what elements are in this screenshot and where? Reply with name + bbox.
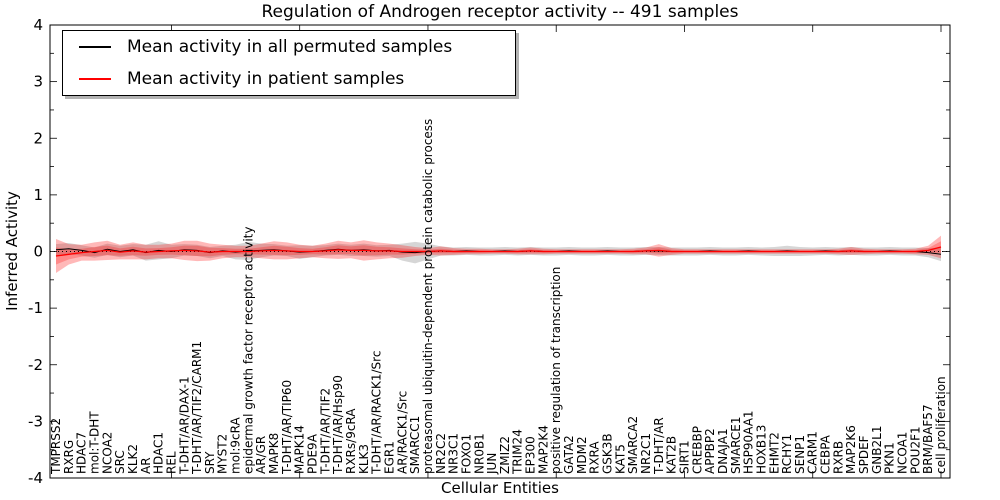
x-tick-label: MAP2K4: [536, 425, 550, 474]
x-tick-label: CARM1: [806, 431, 820, 474]
patient-mean-line: [55, 246, 942, 257]
x-tick-label: T-DHT/AR/TIF2: [318, 388, 332, 475]
x-tick-label: T-DHT/AR/DAX-1: [177, 376, 191, 475]
x-tick-label: HDAC1: [152, 432, 166, 474]
y-axis-label: Inferred Activity: [3, 191, 21, 311]
x-tick-label: HOXB13: [754, 425, 768, 474]
legend-label-patient: Mean activity in patient samples: [127, 69, 405, 89]
x-tick-label: RXRB: [831, 441, 845, 474]
x-tick-label: PKN1: [883, 442, 897, 474]
x-tick-label: REL: [164, 451, 178, 474]
y-tick-label: -4: [28, 469, 43, 487]
x-tick-label: AR/GR: [254, 436, 268, 474]
legend-item-patient: Mean activity in patient samples: [63, 69, 515, 89]
x-tick-label: MDM2: [575, 436, 589, 474]
x-tick-label: EHMT2: [767, 432, 781, 474]
x-tick-label: SIRT1: [678, 440, 692, 474]
y-tick-label: 2: [33, 129, 43, 147]
x-tick-label: APPBP2: [703, 428, 717, 474]
plot-series-group: [50, 235, 950, 273]
x-tick-label: GNB2L1: [870, 426, 884, 474]
x-tick-label: epidermal growth factor receptor activit…: [241, 227, 255, 474]
x-tick-label: TMPRSS2: [49, 418, 63, 475]
x-tick-label: KAT2B: [665, 436, 679, 474]
patient-band-inner: [56, 241, 941, 265]
x-axis-label: Cellular Entities: [441, 479, 559, 497]
x-tick-label: RCHY1: [780, 434, 794, 474]
tick-marks: [50, 24, 950, 479]
x-tick-label: BRM/BAF57: [921, 404, 935, 474]
x-tick-label: mol:9cRA: [229, 417, 243, 474]
y-tick-label: 0: [33, 243, 43, 261]
x-tick-label: T-DHT/AR: [652, 417, 666, 475]
x-tick-label: GSK3B: [601, 433, 615, 474]
x-tick-label: ZMIZ2: [498, 436, 512, 474]
x-tick-label: RXRs/9cRA: [344, 408, 358, 474]
x-tick-label: RXRA: [588, 441, 602, 474]
x-tick-label: FOXO1: [459, 434, 473, 474]
legend: Mean activity in all permuted samples Me…: [62, 30, 516, 96]
x-tick-label: HDAC7: [75, 432, 89, 474]
legend-line-permuted-icon: [79, 46, 111, 48]
x-tick-label: TRIM24: [511, 429, 525, 475]
x-tick-label: NR3C1: [447, 433, 461, 474]
x-tick-label: SPDEF: [857, 435, 871, 474]
x-tick-label: KLK3: [357, 444, 371, 474]
x-tick-label: JUN: [485, 453, 499, 475]
x-tick-label: SRC: [113, 450, 127, 474]
x-tick-label: EP300: [524, 436, 538, 474]
x-tick-label: DNAJA1: [716, 428, 730, 474]
x-tick-label: NR2C1: [639, 433, 653, 474]
x-tick-label: CREBBP: [690, 426, 704, 474]
x-tick-label: T-DHT/AR/RACK1/Src: [370, 351, 384, 475]
x-tick-label: mol:T-DHT: [88, 411, 102, 474]
x-tick-label: SMARCE1: [729, 416, 743, 474]
x-tick-label: NCOA1: [896, 432, 910, 474]
legend-label-permuted: Mean activity in all permuted samples: [127, 37, 453, 57]
x-tick-label: cell proliferation: [934, 376, 948, 474]
x-tick-label: RXRG: [62, 440, 76, 474]
x-tick-label: NR0B1: [472, 433, 486, 474]
legend-line-patient-icon: [79, 78, 111, 80]
x-tick-label: SENP1: [793, 435, 807, 474]
x-tick-label: NR2C2: [434, 433, 448, 474]
x-tick-label: POU2F1: [908, 426, 922, 474]
x-tick-label: AR/RACK1/Src: [395, 391, 409, 474]
x-tick-label: EGR1: [383, 441, 397, 474]
x-tick-label: HSP90AA1: [742, 410, 756, 474]
y-tick-label: 1: [33, 186, 43, 204]
permuted-band: [56, 241, 941, 264]
x-tick-label: KAT5: [613, 444, 627, 474]
x-tick-label: SMARCC1: [408, 416, 422, 474]
x-tick-label: PDE9A: [306, 433, 320, 474]
x-tick-label: SMARCA2: [626, 416, 640, 474]
y-tick-label: 3: [33, 73, 43, 91]
x-tick-label: T-DHT/AR/TIF2/CARM1: [190, 341, 204, 475]
y-tick-label: 4: [33, 16, 43, 34]
x-tick-label: MAPK14: [293, 425, 307, 474]
x-tick-label: proteasomal ubiquitin-dependent protein …: [421, 119, 435, 474]
x-tick-label: MAP2K6: [844, 425, 858, 474]
x-tick-label: T-DHT/AR/Hsp90: [331, 375, 345, 475]
x-tick-label: T-DHT/AR/TIP60: [280, 380, 294, 475]
x-tick-label: MYST2: [216, 434, 230, 474]
x-tick-label: CEBPA: [819, 434, 833, 474]
x-tick-label: GATA2: [562, 435, 576, 474]
x-tick-label: NCOA2: [100, 432, 114, 474]
chart-title: Regulation of Androgen receptor activity…: [261, 2, 739, 22]
y-tick-label: -1: [28, 299, 43, 317]
x-tick-label: AR: [139, 457, 153, 474]
patient-band-outer: [56, 235, 941, 273]
x-tick-label: positive regulation of transcription: [549, 267, 563, 474]
legend-item-permuted: Mean activity in all permuted samples: [63, 37, 515, 57]
x-tick-label: SRY: [203, 451, 217, 474]
x-tick-label: MAPK8: [267, 433, 281, 474]
x-tick-label: KLK2: [126, 444, 140, 474]
y-tick-label: -2: [28, 356, 43, 374]
y-tick-label: -3: [28, 412, 43, 430]
